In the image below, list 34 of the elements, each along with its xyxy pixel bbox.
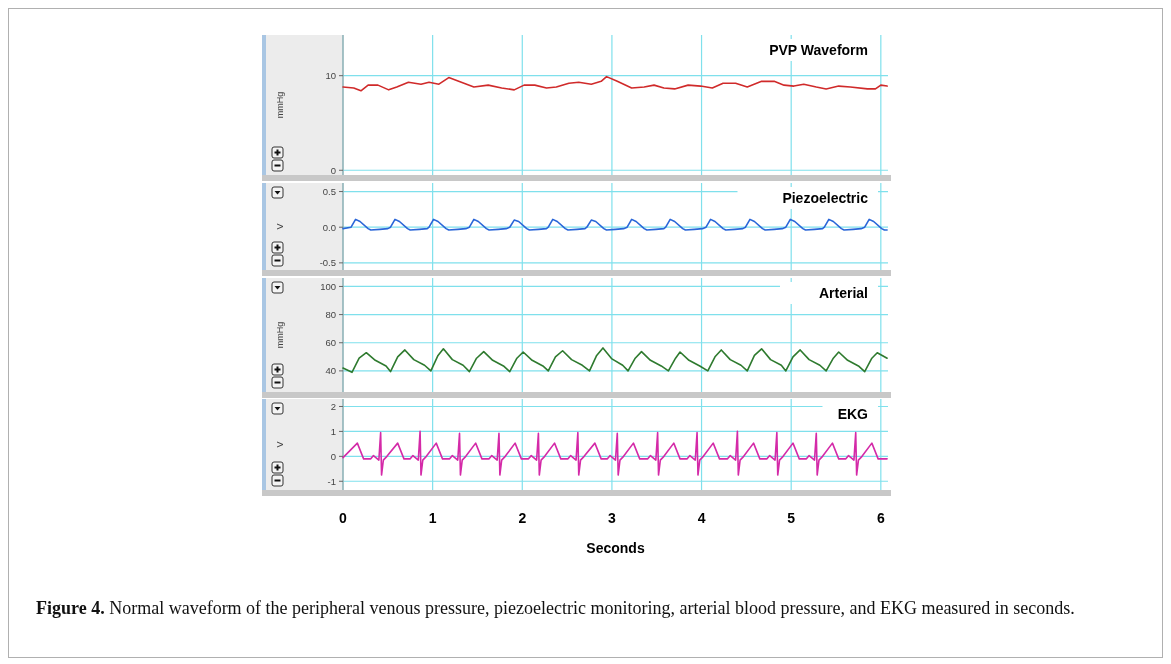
x-tick-label: 3 xyxy=(608,509,617,526)
y-axis-title: mmHg xyxy=(275,91,286,119)
x-tick-label: 1 xyxy=(428,509,437,526)
text: Normal waveform of the peripheral venous pressure, piezoelectric monitoring, arterial blood pressure, and EKG measured in seconds. xyxy=(109,598,1075,618)
x-tick-label: 4 xyxy=(697,509,706,526)
text: Arterial xyxy=(818,284,868,301)
line-series xyxy=(342,218,888,231)
text: Piezoelectric xyxy=(782,189,869,206)
x-tick-label: 5 xyxy=(787,509,796,526)
x-tick-label: 6 xyxy=(876,509,885,526)
line-series xyxy=(342,430,888,476)
y-tick-label: 60 xyxy=(325,337,336,349)
y-tick-label: 100 xyxy=(320,280,336,292)
y-tick-label: 80 xyxy=(325,308,336,320)
y-axis-title: V xyxy=(275,223,286,230)
line-series xyxy=(342,75,888,92)
y-tick-label: 0.5 xyxy=(322,185,336,197)
x-axis-title: Seconds xyxy=(586,539,645,556)
y-tick-label: -0.5 xyxy=(319,257,336,269)
y-tick-label: -1 xyxy=(327,475,336,487)
y-axis-title: V xyxy=(275,441,286,448)
y-tick-label: 1 xyxy=(330,425,336,437)
y-axis-title: mmHg xyxy=(275,321,286,349)
y-tick-label: 2 xyxy=(330,400,336,412)
y-tick-label: 10 xyxy=(325,70,336,81)
y-tick-label: 0 xyxy=(330,164,336,176)
text: EKG xyxy=(837,405,869,422)
y-tick-label: 0.0 xyxy=(322,221,336,233)
line-series xyxy=(342,347,888,374)
x-tick-label: 2 xyxy=(518,509,527,526)
y-tick-label: 40 xyxy=(325,365,336,377)
text: PVP Waveform xyxy=(769,41,868,58)
y-tick-label: 0 xyxy=(330,450,336,462)
caption: Figure 4. xyxy=(36,598,110,618)
